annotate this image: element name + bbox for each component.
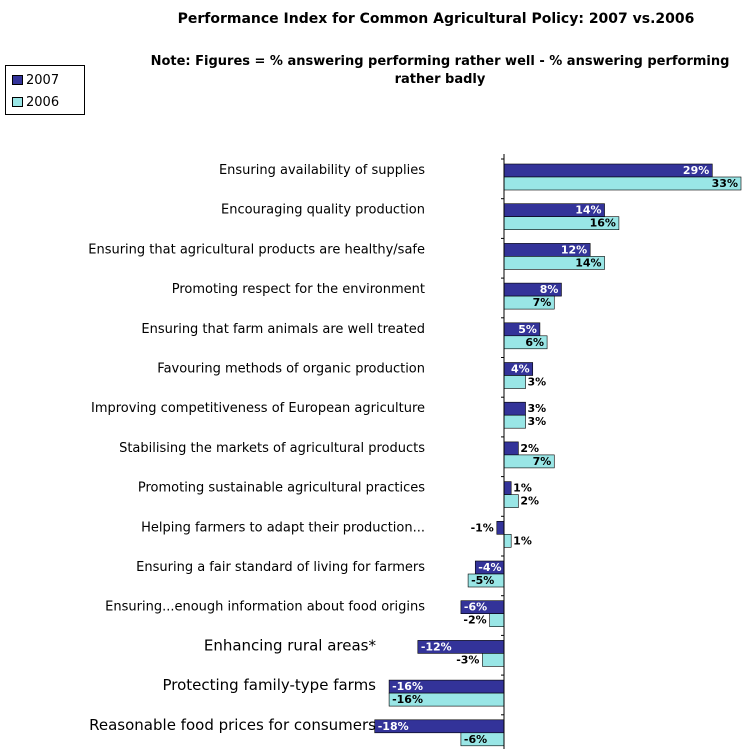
category-label: Ensuring that farm animals are well trea…: [141, 322, 425, 337]
bar-2006: [503, 533, 512, 548]
value-label-2007: 5%: [518, 323, 537, 336]
chart-title: Performance Index for Common Agricultura…: [177, 11, 695, 27]
category-label: Enhancing rural areas*: [204, 636, 377, 654]
category-label: Ensuring...enough information about food…: [105, 600, 425, 615]
bar-chart: Ensuring availability of supplies 29%33% E…: [88, 154, 742, 749]
value-label-2007: -18%: [378, 720, 409, 733]
legend-label-2006: 2006: [26, 94, 60, 110]
bar-2006: [489, 613, 505, 628]
value-label-2007: 4%: [511, 363, 530, 376]
category-label: Ensuring availability of supplies: [219, 163, 425, 178]
value-label-2007: 1%: [513, 482, 532, 495]
bar-2006: [503, 176, 742, 191]
value-label-2007: 29%: [683, 164, 709, 177]
legend-item-2007: 2007: [12, 71, 59, 89]
bar-2007: [503, 481, 512, 495]
bar-2007: [503, 401, 526, 416]
value-label-2006: -2%: [463, 614, 486, 627]
value-label-2006: 7%: [533, 296, 552, 309]
category-label: Ensuring a fair standard of living for f…: [136, 560, 425, 575]
legend-swatch-2006: [12, 97, 23, 107]
value-label-2006: 6%: [525, 336, 544, 349]
bar-2006: [503, 494, 519, 508]
value-label-2007: -6%: [464, 601, 487, 614]
value-label-2007: 14%: [575, 204, 601, 217]
legend-swatch-2007: [12, 75, 23, 85]
category-label: Promoting respect for the environment: [172, 282, 425, 297]
value-label-2006: -6%: [464, 733, 487, 746]
value-label-2006: 33%: [712, 177, 738, 190]
value-label-2006: 7%: [533, 455, 552, 468]
bar-2006: [503, 375, 526, 389]
value-label-2007: -4%: [478, 561, 501, 574]
value-label-2007: 8%: [540, 283, 559, 296]
category-label: Promoting sustainable agricultural pract…: [138, 481, 425, 496]
value-label-2007: 12%: [561, 243, 587, 256]
value-label-2006: -5%: [471, 574, 494, 587]
legend: 2007 2006: [5, 65, 85, 115]
value-label-2006: -16%: [392, 693, 423, 706]
bar-2006: [503, 414, 526, 429]
category-label: Protecting family-type farms: [162, 676, 376, 694]
legend-label-2007: 2007: [26, 72, 60, 88]
value-label-2007: 2%: [520, 442, 539, 455]
category-label: Encouraging quality production: [221, 203, 425, 218]
value-label-2006: 1%: [513, 534, 532, 547]
value-label-2007: -16%: [392, 680, 423, 693]
value-label-2007: -1%: [471, 521, 494, 534]
value-label-2007: 3%: [528, 402, 547, 415]
bar-2007: [503, 163, 713, 178]
category-label: Stabilising the markets of agricultural …: [119, 441, 425, 456]
category-label: Reasonable food prices for consumers: [89, 716, 376, 734]
chart-subtitle: Note: Figures = % answering performing r…: [150, 54, 730, 87]
category-label: Helping farmers to adapt their productio…: [141, 520, 425, 535]
value-label-2006: -3%: [456, 653, 479, 666]
value-label-2006: 14%: [575, 256, 601, 269]
legend-item-2006: 2006: [12, 93, 59, 111]
bar-2007: [503, 441, 519, 456]
category-label: Ensuring that agricultural products are …: [88, 242, 425, 257]
value-label-2006: 16%: [590, 217, 616, 230]
bar-2006: [482, 653, 505, 667]
category-label: Favouring methods of organic production: [157, 362, 425, 377]
value-label-2006: 3%: [528, 415, 547, 428]
value-label-2006: 2%: [520, 495, 539, 508]
category-label: Improving competitiveness of European ag…: [91, 401, 425, 416]
bar-2007: [496, 520, 505, 535]
value-label-2007: -12%: [421, 640, 452, 653]
value-label-2006: 3%: [528, 376, 547, 389]
